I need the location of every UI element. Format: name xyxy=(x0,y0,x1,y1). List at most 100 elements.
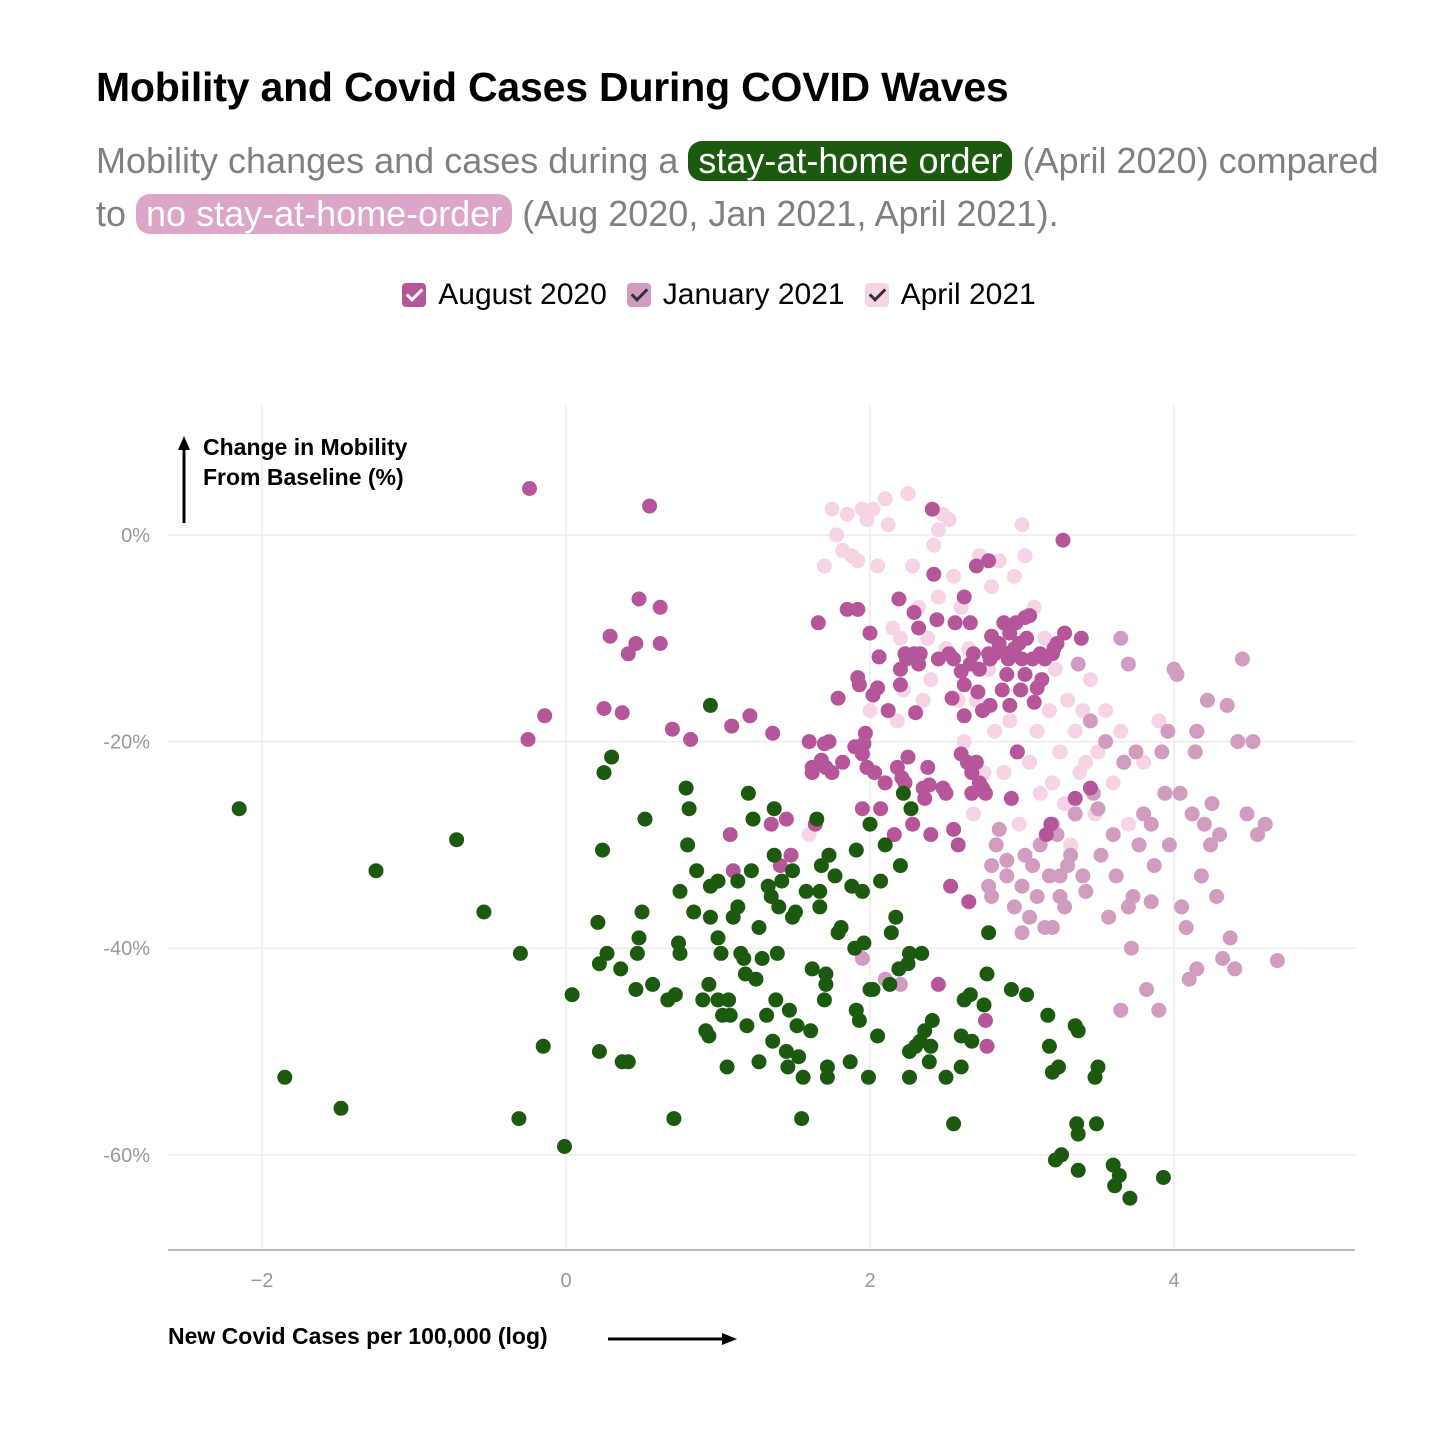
data-point[interactable] xyxy=(791,1049,807,1065)
data-point[interactable] xyxy=(637,811,653,827)
data-point[interactable] xyxy=(994,682,1010,698)
data-point[interactable] xyxy=(870,1028,886,1044)
data-point[interactable] xyxy=(962,987,978,1003)
data-point[interactable] xyxy=(970,684,986,700)
data-point[interactable] xyxy=(789,1018,805,1034)
data-point[interactable] xyxy=(1116,754,1132,770)
data-point[interactable] xyxy=(824,501,840,517)
data-point[interactable] xyxy=(850,601,866,617)
data-point[interactable] xyxy=(596,701,612,716)
data-point[interactable] xyxy=(818,966,834,982)
legend-item-april-2021[interactable]: April 2021 xyxy=(864,278,1036,312)
data-point[interactable] xyxy=(965,646,981,662)
data-point[interactable] xyxy=(602,628,618,644)
data-point[interactable] xyxy=(1093,847,1109,863)
data-point[interactable] xyxy=(912,646,928,662)
data-point[interactable] xyxy=(1002,713,1018,729)
data-point[interactable] xyxy=(1014,651,1030,667)
data-point[interactable] xyxy=(851,677,867,693)
data-point[interactable] xyxy=(892,858,908,874)
data-point[interactable] xyxy=(1146,858,1162,874)
data-point[interactable] xyxy=(830,690,846,706)
data-point[interactable] xyxy=(666,1111,682,1127)
data-point[interactable] xyxy=(911,620,927,636)
data-point[interactable] xyxy=(1063,847,1079,863)
data-point[interactable] xyxy=(763,889,779,904)
data-point[interactable] xyxy=(595,842,610,858)
data-point[interactable] xyxy=(1044,920,1060,935)
data-point[interactable] xyxy=(672,883,688,899)
data-point[interactable] xyxy=(819,1069,835,1085)
data-point[interactable] xyxy=(1026,694,1042,710)
data-point[interactable] xyxy=(620,1054,636,1070)
data-point[interactable] xyxy=(604,749,620,765)
data-point[interactable] xyxy=(620,646,636,662)
data-point[interactable] xyxy=(522,481,537,496)
data-point[interactable] xyxy=(821,734,837,750)
data-point[interactable] xyxy=(1139,982,1155,997)
data-point[interactable] xyxy=(765,725,781,741)
data-point[interactable] xyxy=(1122,1190,1138,1206)
data-point[interactable] xyxy=(783,847,799,863)
data-point[interactable] xyxy=(1222,930,1238,946)
data-point[interactable] xyxy=(921,1054,937,1070)
data-point[interactable] xyxy=(819,1059,835,1075)
data-point[interactable] xyxy=(652,636,668,651)
data-point[interactable] xyxy=(915,692,931,708)
data-point[interactable] xyxy=(1108,868,1124,884)
data-point[interactable] xyxy=(1136,754,1152,770)
data-point[interactable] xyxy=(882,976,898,992)
data-point[interactable] xyxy=(812,883,828,899)
data-point[interactable] xyxy=(926,537,942,553)
data-point[interactable] xyxy=(856,935,872,951)
data-point[interactable] xyxy=(812,899,828,915)
data-point[interactable] xyxy=(1067,790,1083,806)
data-point[interactable] xyxy=(965,806,981,822)
data-point[interactable] xyxy=(1019,987,1035,1003)
data-point[interactable] xyxy=(895,785,911,801)
data-point[interactable] xyxy=(591,956,607,972)
data-point[interactable] xyxy=(1131,837,1147,853)
data-point[interactable] xyxy=(681,801,697,817)
data-point[interactable] xyxy=(816,992,832,1008)
data-point[interactable] xyxy=(1187,744,1203,760)
data-point[interactable] xyxy=(1154,744,1170,760)
data-point[interactable] xyxy=(1113,723,1129,739)
data-point[interactable] xyxy=(713,945,729,961)
data-point[interactable] xyxy=(861,1069,876,1085)
data-point[interactable] xyxy=(1009,744,1025,760)
data-point[interactable] xyxy=(920,630,936,646)
data-point[interactable] xyxy=(476,904,492,920)
data-point[interactable] xyxy=(961,894,977,910)
data-point[interactable] xyxy=(1157,785,1173,801)
data-point[interactable] xyxy=(953,1059,969,1075)
data-point[interactable] xyxy=(591,1044,607,1059)
data-point[interactable] xyxy=(870,680,886,696)
data-point[interactable] xyxy=(1181,971,1197,987)
data-point[interactable] xyxy=(891,591,907,607)
data-point[interactable] xyxy=(1029,723,1045,739)
data-point[interactable] xyxy=(1174,899,1190,915)
data-point[interactable] xyxy=(902,945,917,961)
data-point[interactable] xyxy=(923,1038,939,1054)
data-point[interactable] xyxy=(926,566,942,582)
data-point[interactable] xyxy=(1082,780,1098,796)
data-point[interactable] xyxy=(833,920,849,935)
data-point[interactable] xyxy=(766,801,782,817)
data-point[interactable] xyxy=(981,553,997,569)
data-point[interactable] xyxy=(862,816,878,832)
data-point[interactable] xyxy=(678,780,694,796)
data-point[interactable] xyxy=(839,601,855,617)
data-point[interactable] xyxy=(1006,899,1022,915)
data-point[interactable] xyxy=(1063,837,1079,853)
data-point[interactable] xyxy=(1219,697,1235,713)
data-point[interactable] xyxy=(971,661,987,677)
data-point[interactable] xyxy=(766,847,782,863)
data-point[interactable] xyxy=(923,827,939,843)
data-point[interactable] xyxy=(642,498,658,514)
legend-item-january-2021[interactable]: January 2021 xyxy=(626,278,845,312)
data-point[interactable] xyxy=(946,651,962,667)
data-point[interactable] xyxy=(1227,961,1243,977)
data-point[interactable] xyxy=(1014,517,1030,533)
data-point[interactable] xyxy=(798,883,814,899)
